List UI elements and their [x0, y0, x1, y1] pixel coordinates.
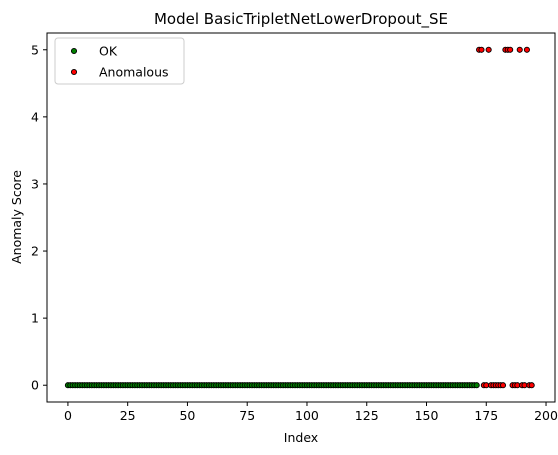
plot-area-frame: [46, 32, 556, 403]
legend-marker-anomalous: [70, 68, 78, 76]
legend-label-ok: OK: [99, 44, 118, 59]
x-tick-label: 175: [474, 408, 498, 423]
legend: OK Anomalous: [54, 37, 185, 85]
y-axis-title: Anomaly Score: [9, 170, 24, 264]
y-tick-label: 4: [31, 109, 39, 124]
ticks-layer: 0 25 50 75 100 125 150 175 200 0 1 2 3 4 5: [31, 42, 558, 423]
x-tick-label: 50: [179, 408, 195, 423]
x-tick-label: 25: [120, 408, 136, 423]
y-tick-label: 1: [31, 311, 39, 326]
anomalous-point: [528, 382, 535, 389]
legend-marker-ok: [70, 47, 78, 55]
y-tick-label: 2: [31, 244, 39, 259]
anomalous-point: [516, 46, 523, 53]
y-tick-label: 0: [31, 378, 39, 393]
x-tick-label: 75: [239, 408, 255, 423]
ok-point: [473, 382, 480, 389]
x-tick-label: 200: [534, 408, 558, 423]
anomalous-point: [478, 46, 485, 53]
y-tick-label: 5: [31, 42, 39, 57]
anomalous-point: [499, 382, 507, 389]
legend-label-anomalous: Anomalous: [99, 65, 169, 80]
x-tick-label: 150: [415, 408, 439, 423]
y-tick-label: 3: [31, 176, 39, 191]
x-axis-title: Index: [284, 430, 318, 445]
anomalous-point: [507, 46, 514, 53]
x-tick-label: 125: [355, 408, 379, 423]
x-tick-label: 100: [295, 408, 319, 423]
anomalous-point: [485, 46, 492, 53]
legend-box: [54, 37, 185, 85]
points-layer: [64, 46, 535, 389]
anomalous-point: [523, 46, 530, 53]
x-tick-label: 0: [64, 408, 72, 423]
chart-title: Model BasicTripletNetLowerDropout_SE: [154, 10, 448, 29]
